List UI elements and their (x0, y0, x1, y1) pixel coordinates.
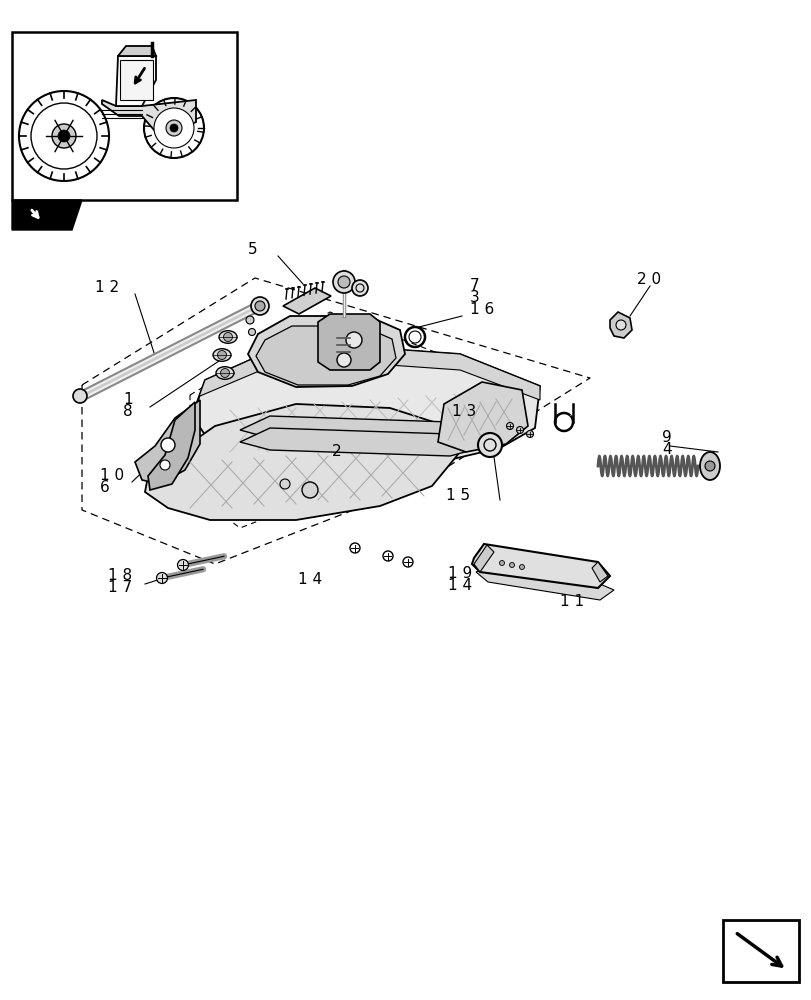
Polygon shape (437, 382, 527, 452)
Text: 9: 9 (661, 430, 671, 446)
Polygon shape (247, 316, 405, 387)
Text: 1: 1 (122, 392, 132, 408)
Circle shape (616, 320, 625, 330)
Circle shape (58, 130, 70, 142)
Text: 4: 4 (661, 442, 671, 458)
Circle shape (516, 426, 523, 434)
Polygon shape (609, 312, 631, 338)
Circle shape (526, 430, 533, 438)
Ellipse shape (212, 349, 230, 361)
Circle shape (144, 98, 204, 158)
Text: 3: 3 (470, 290, 479, 306)
Text: 1 0: 1 0 (100, 468, 124, 484)
Polygon shape (471, 544, 609, 588)
Polygon shape (148, 402, 195, 490)
Circle shape (246, 316, 254, 324)
Circle shape (160, 460, 169, 470)
Text: 5: 5 (247, 242, 257, 257)
Circle shape (255, 301, 264, 311)
Text: 1 1: 1 1 (560, 594, 583, 609)
Polygon shape (135, 400, 200, 484)
Polygon shape (116, 56, 156, 106)
Circle shape (31, 103, 97, 169)
Polygon shape (12, 200, 82, 230)
Circle shape (506, 422, 513, 430)
Polygon shape (145, 404, 460, 520)
Text: 1 5: 1 5 (445, 488, 470, 504)
Polygon shape (318, 314, 380, 370)
Circle shape (169, 124, 178, 132)
Polygon shape (475, 566, 613, 600)
Circle shape (333, 271, 354, 293)
Circle shape (52, 124, 76, 148)
Circle shape (223, 332, 232, 342)
Polygon shape (102, 100, 195, 130)
Circle shape (19, 91, 109, 181)
Ellipse shape (219, 331, 237, 343)
Circle shape (217, 351, 226, 360)
Polygon shape (283, 288, 331, 314)
Circle shape (154, 108, 194, 148)
Text: 6: 6 (100, 481, 109, 495)
Ellipse shape (216, 367, 234, 379)
Text: 1 3: 1 3 (452, 404, 476, 420)
Circle shape (280, 479, 290, 489)
Text: 2 0: 2 0 (636, 272, 660, 288)
Circle shape (519, 564, 524, 570)
Circle shape (221, 368, 230, 377)
Circle shape (409, 331, 420, 343)
Text: 7: 7 (470, 278, 479, 294)
Circle shape (165, 120, 182, 136)
Circle shape (704, 461, 714, 471)
Text: 1 4: 1 4 (298, 572, 322, 587)
Circle shape (161, 438, 175, 452)
Polygon shape (255, 326, 396, 385)
Text: 2: 2 (332, 444, 341, 460)
Circle shape (73, 389, 87, 403)
Text: 1 9: 1 9 (448, 566, 472, 582)
Circle shape (337, 353, 350, 367)
Circle shape (345, 332, 362, 348)
Text: 1 4: 1 4 (448, 578, 471, 593)
Ellipse shape (699, 452, 719, 480)
Circle shape (337, 276, 350, 288)
Circle shape (178, 560, 188, 570)
Circle shape (351, 280, 367, 296)
Circle shape (478, 433, 501, 457)
Circle shape (248, 328, 255, 336)
Polygon shape (591, 562, 607, 582)
Polygon shape (240, 416, 479, 444)
Text: 8: 8 (122, 404, 132, 420)
Circle shape (251, 297, 268, 315)
Polygon shape (191, 342, 539, 468)
Polygon shape (191, 342, 539, 416)
Circle shape (157, 572, 167, 584)
Polygon shape (120, 60, 152, 100)
Text: 1 8: 1 8 (108, 568, 132, 584)
Polygon shape (474, 545, 493, 572)
Polygon shape (118, 46, 156, 56)
Bar (12, 32, 237, 200)
Polygon shape (240, 428, 479, 456)
Text: 1 7: 1 7 (108, 580, 132, 595)
Circle shape (302, 482, 318, 498)
Circle shape (508, 562, 514, 568)
Text: 1 6: 1 6 (470, 302, 494, 318)
Circle shape (499, 560, 504, 566)
Text: 1 2: 1 2 (95, 280, 119, 296)
Bar (722, 920, 798, 982)
